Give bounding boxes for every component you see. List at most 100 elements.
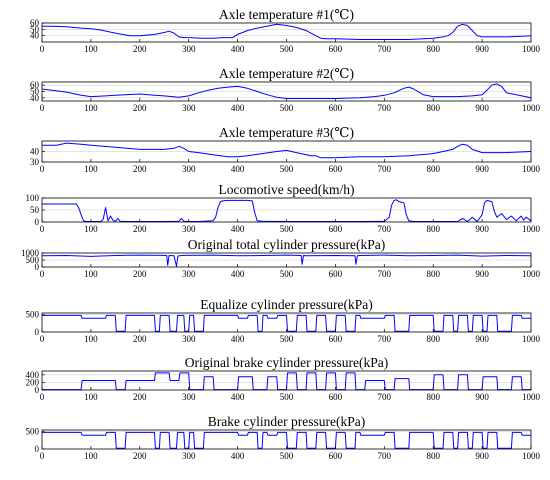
panel-6: Equalize cylinder pressure(kPa) 0 500 0 100 2… [26,297,541,344]
x-tick-label: 800 [426,269,440,279]
y-tick-label: 500 [26,310,40,320]
x-tick-label: 200 [133,269,147,279]
x-tick-label: 100 [84,451,98,461]
x-tick-label: 700 [378,392,392,402]
panel-title: Original total cylinder pressure(kPa) [188,237,386,252]
y-tick-label: 50 [30,205,40,215]
panel-title: Original brake cylinder pressure(kPa) [185,355,389,370]
y-tick-label: 0 [35,217,40,227]
x-tick-label: 600 [329,269,343,279]
y-tick-label: 500 [26,255,40,265]
series-line [42,372,531,391]
panel-7: Original brake cylinder pressure(kPa)020… [26,355,541,402]
y-tick-label: 40 [30,31,40,41]
x-tick-label: 800 [426,334,440,344]
x-tick-label: 0 [40,269,45,279]
y-tick-label: 0 [35,327,40,337]
y-tick-label: 60 [30,80,40,90]
x-tick-label: 800 [426,224,440,234]
x-tick-label: 300 [182,451,196,461]
y-tick-label: 200 [26,377,40,387]
x-tick-label: 500 [280,224,294,234]
x-tick-label: 500 [280,164,294,174]
panel-5: Original total cylinder pressure(kPa)050… [21,237,541,279]
y-tick-label: 500 [26,427,40,437]
x-tick-label: 1000 [522,44,541,54]
x-tick-label: 100 [84,334,98,344]
x-tick-label: 700 [378,334,392,344]
x-tick-label: 500 [280,451,294,461]
y-tick-label: 40 [30,93,40,103]
x-tick-label: 200 [133,164,147,174]
x-tick-label: 900 [475,103,489,113]
y-tick-label: 1000 [21,248,40,258]
x-tick-label: 700 [378,269,392,279]
y-tick-label: 50 [30,24,40,34]
x-tick-label: 500 [280,44,294,54]
x-tick-label: 400 [231,451,245,461]
x-tick-label: 700 [378,451,392,461]
x-tick-label: 100 [84,392,98,402]
x-tick-label: 600 [329,103,343,113]
y-tick-label: 30 [30,157,40,167]
x-tick-label: 500 [280,392,294,402]
y-tick-label: 50 [30,87,40,97]
x-tick-label: 600 [329,334,343,344]
x-tick-label: 300 [182,224,196,234]
y-tick-label: 400 [26,370,40,380]
y-tick-label: 0 [35,262,40,272]
x-tick-label: 200 [133,334,147,344]
x-tick-label: 400 [231,224,245,234]
series-line [42,314,531,332]
series-line [42,23,532,40]
x-tick-label: 500 [280,334,294,344]
x-tick-label: 300 [182,44,196,54]
x-tick-label: 400 [231,269,245,279]
x-tick-label: 400 [231,44,245,54]
x-tick-label: 700 [378,44,392,54]
x-tick-label: 200 [133,44,147,54]
panel-title: Equalize cylinder pressure(kPa) [200,297,372,312]
x-tick-label: 900 [475,44,489,54]
x-tick-label: 0 [40,164,45,174]
x-tick-label: 100 [84,224,98,234]
x-tick-label: 0 [40,451,45,461]
y-tick-label: 100 [26,193,40,203]
x-tick-label: 800 [426,164,440,174]
x-tick-label: 0 [40,103,45,113]
x-tick-label: 300 [182,392,196,402]
x-tick-label: 0 [40,392,45,402]
x-tick-label: 100 [84,44,98,54]
x-tick-label: 400 [231,164,245,174]
x-tick-label: 100 [84,103,98,113]
x-tick-label: 0 [40,334,45,344]
series-line [42,431,531,449]
x-tick-label: 100 [84,269,98,279]
x-tick-label: 0 [40,224,45,234]
x-tick-label: 800 [426,44,440,54]
x-tick-label: 300 [182,103,196,113]
panel-title: Axle temperature #3(℃) [219,125,354,140]
x-tick-label: 200 [133,103,147,113]
x-tick-label: 400 [231,103,245,113]
y-tick-label: 0 [35,385,40,395]
panel-title: Locomotive speed(km/h) [218,182,354,197]
x-tick-label: 500 [280,103,294,113]
x-tick-label: 600 [329,44,343,54]
x-tick-label: 700 [378,164,392,174]
x-tick-label: 800 [426,392,440,402]
x-tick-label: 1000 [522,103,541,113]
x-tick-label: 200 [133,392,147,402]
x-tick-label: 500 [280,269,294,279]
x-tick-label: 400 [231,334,245,344]
x-tick-label: 700 [378,103,392,113]
x-tick-label: 300 [182,269,196,279]
x-tick-label: 900 [475,164,489,174]
x-tick-label: 200 [133,224,147,234]
x-tick-label: 1000 [522,334,541,344]
